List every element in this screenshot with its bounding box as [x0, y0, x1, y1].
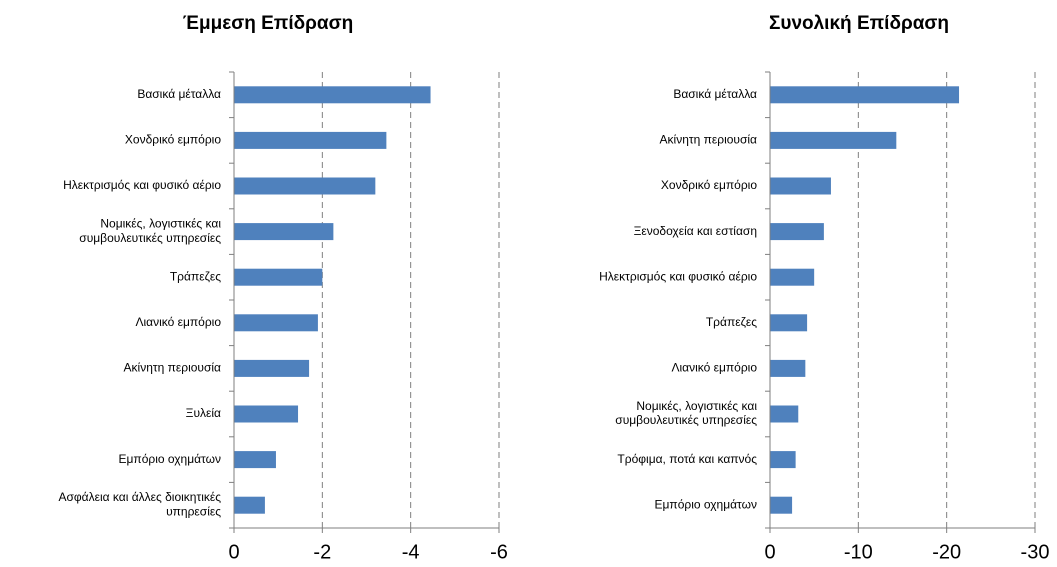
bar [234, 314, 318, 332]
bar [234, 131, 387, 149]
chart-title: Συνολική Επίδραση [769, 13, 949, 34]
y-tick-label: Ηλεκτρισμός και φυσικό αέριο [599, 269, 757, 283]
y-tick-label: Εμπόριο οχημάτων [119, 452, 222, 466]
y-tick-label: Εμπόριο οχημάτων [655, 497, 758, 511]
y-tick-label: Βασικά μέταλλα [673, 87, 757, 101]
x-tick-label: 0 [228, 541, 239, 563]
bar [234, 86, 431, 104]
y-tick-label: Νομικές, λογιστικές και συμβουλευτικές υπ… [615, 399, 757, 427]
bar [770, 177, 831, 195]
x-tick-label: 0 [764, 541, 775, 563]
y-tick-label: Λιανικό εμπόριο [671, 361, 757, 375]
y-tick-label: Τράπεζες [706, 315, 757, 329]
bar [234, 359, 310, 377]
y-tick-label: Ηλεκτρισμός και φυσικό αέριο [63, 178, 221, 192]
bar [770, 223, 824, 241]
y-tick-label: Ακίνητη περιουσία [124, 361, 222, 375]
bar [234, 451, 276, 469]
bar [234, 223, 334, 241]
x-tick-label: -6 [490, 541, 508, 563]
x-tick-label: -10 [844, 541, 873, 563]
y-tick-label: Νομικές, λογιστικές και συμβουλευτικές υπ… [79, 217, 221, 245]
bar [770, 496, 793, 514]
bar [770, 314, 808, 332]
x-tick-label: -4 [402, 541, 420, 563]
x-tick-label: -30 [1021, 541, 1050, 563]
bar [770, 268, 815, 286]
y-tick-label: Χονδρικό εμπόριο [125, 133, 221, 147]
bar [234, 405, 299, 423]
y-tick-label: Ασφάλεια και άλλες διοικητικές υπηρεσίες [58, 490, 221, 518]
y-tick-label: Ακίνητη περιουσία [660, 133, 758, 147]
chart-title: Έμμεση Επίδραση [183, 13, 353, 34]
bar [770, 131, 897, 149]
bar [234, 496, 265, 514]
y-tick-label: Χονδρικό εμπόριο [661, 178, 757, 192]
y-tick-label: Βασικά μέταλλα [137, 87, 221, 101]
bar [770, 405, 799, 423]
bar [770, 359, 806, 377]
bar [234, 268, 323, 286]
x-tick-label: -20 [932, 541, 961, 563]
y-tick-label: Τρόφιμα, ποτά και καπνός [617, 452, 757, 466]
x-tick-label: -2 [313, 541, 331, 563]
bar [770, 86, 960, 104]
y-tick-label: Ξενοδοχεία και εστίαση [634, 224, 757, 238]
y-tick-label: Τράπεζες [170, 269, 221, 283]
bar [770, 451, 796, 469]
bar [234, 177, 376, 195]
y-tick-label: Λιανικό εμπόριο [135, 315, 221, 329]
y-tick-label: Ξυλεία [186, 406, 221, 420]
